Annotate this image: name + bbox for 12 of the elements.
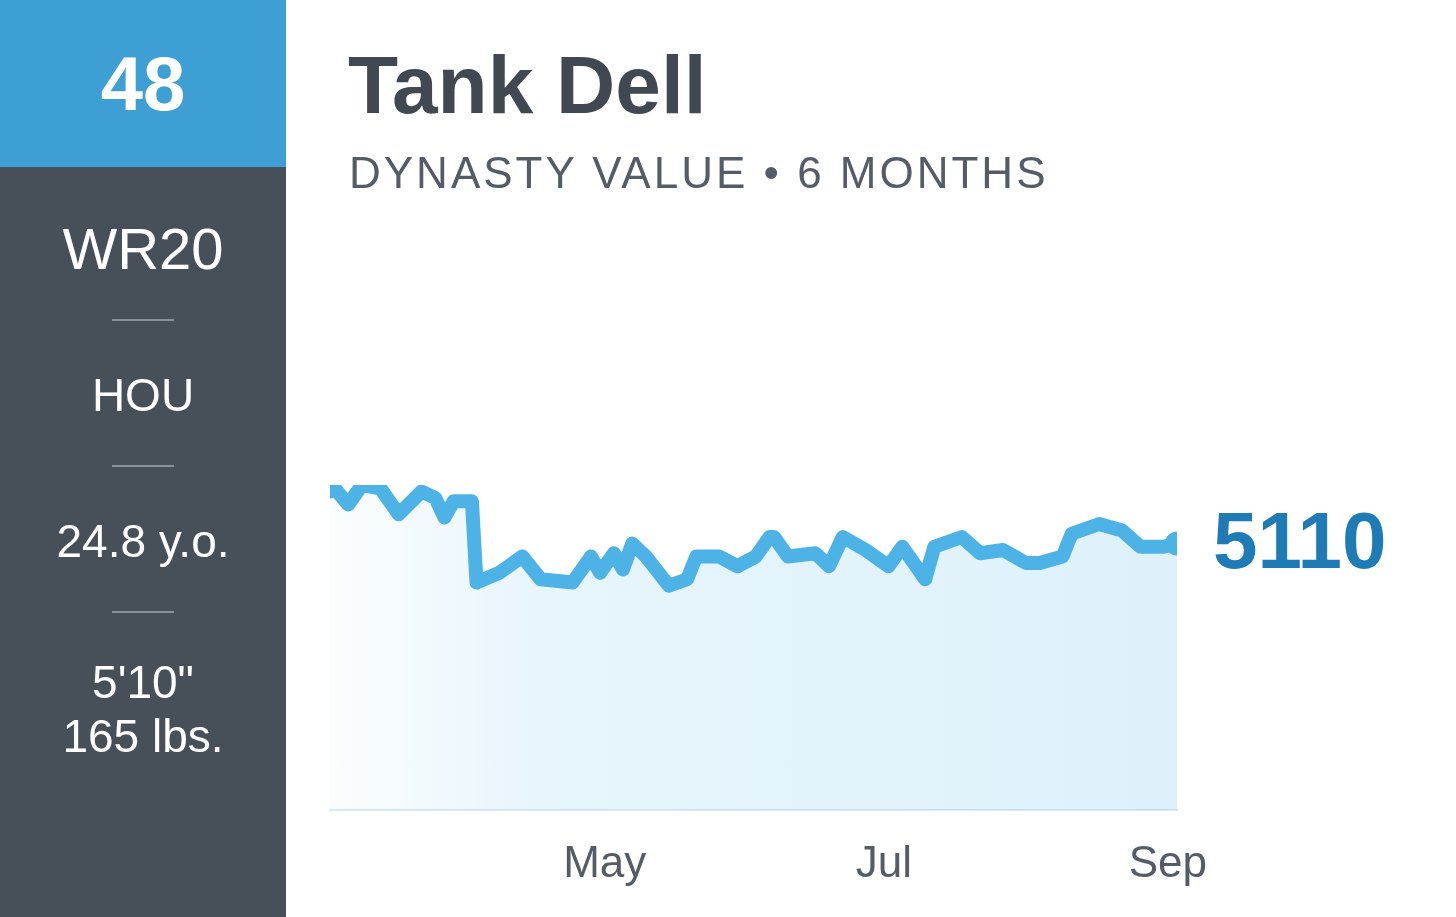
text: 165 lbs.: [61, 709, 225, 763]
x-tick-label: Sep: [1128, 836, 1207, 886]
annotation: 5110: [1213, 495, 1387, 585]
text: 48: [0, 0, 286, 167]
text: 24.8 y.o.: [55, 514, 231, 569]
x-tick-label: Jul: [855, 836, 913, 886]
text: 5'10": [91, 655, 195, 709]
chart-title: Tank Dell: [348, 38, 707, 132]
text: HOU: [90, 368, 196, 423]
text: WR20: [61, 216, 225, 281]
chart-subtitle: DYNASTY VALUE • 6 MONTHS: [349, 148, 1049, 198]
x-tick-label: May: [563, 836, 647, 886]
